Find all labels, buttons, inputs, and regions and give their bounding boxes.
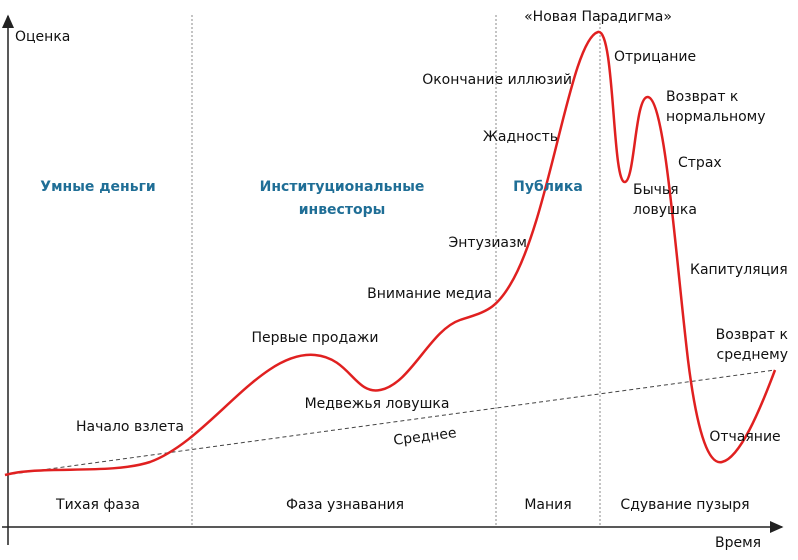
phase-label: Тихая фаза [55, 497, 140, 513]
stage-label: Капитуляция [690, 262, 788, 278]
stage-label: Отчаяние [709, 429, 780, 445]
x-axis-label: Время [715, 535, 761, 551]
phase-dividers [191, 15, 601, 525]
phase-label: Сдувание пузыря [620, 497, 749, 513]
phase-label: Мания [524, 497, 571, 513]
stage-label: Начало взлета [76, 419, 184, 435]
mean-label: Среднее [393, 425, 458, 449]
stage-label: Страх [678, 155, 722, 171]
stage-label: «Новая Парадигма» [524, 9, 672, 25]
stage-label: нормальному [666, 109, 766, 125]
stage-label: Окончание иллюзий [422, 72, 572, 88]
stage-label: Первые продажи [252, 330, 379, 346]
stage-label: Возврат к [666, 89, 738, 105]
stage-label: Бычья [633, 182, 679, 198]
bubble-curve [4, 30, 777, 477]
phase-label: Фаза узнавания [286, 497, 404, 513]
stage-label: Возврат к [716, 327, 788, 343]
stage-label: Внимание медиа [367, 286, 492, 302]
participant-label: Умные деньги [40, 179, 155, 195]
mean-line [4, 369, 776, 476]
y-axis-label: Оценка [15, 29, 70, 45]
stage-label: Медвежья ловушка [305, 396, 450, 412]
participant-label: Публика [513, 179, 583, 195]
stage-label: Отрицание [614, 49, 696, 65]
participant-label: Институциональные [260, 179, 425, 195]
stage-label: Энтузиазм [449, 235, 528, 251]
stage-label: Жадность [483, 129, 558, 145]
stage-label: среднему [717, 347, 789, 363]
participant-label: инвесторы [299, 202, 386, 218]
stage-label: ловушка [633, 202, 697, 218]
